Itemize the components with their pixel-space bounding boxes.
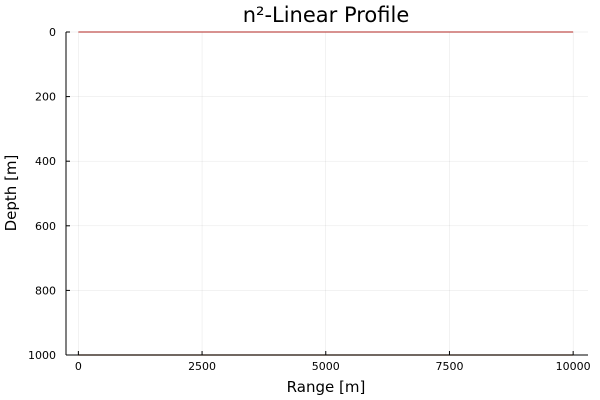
y-tick-label: 400 [35,155,56,168]
tick-layer: 0 2500 5000 7500 10000 0 200 400 600 800 1000 [28,26,591,373]
y-axis-label: Depth [m] [2,155,20,232]
y-tick-label: 0 [49,26,56,39]
y-tick-label: 800 [35,284,56,297]
axis-layer [65,32,588,356]
x-tick-label: 10000 [556,360,591,373]
y-tick-label: 200 [35,91,56,104]
x-tick-label: 0 [75,360,82,373]
y-tick-label: 1000 [28,349,56,362]
x-tick-label: 7500 [435,360,463,373]
chart-title: n²-Linear Profile [243,3,410,27]
x-tick-label: 5000 [312,360,340,373]
x-axis-label: Range [m] [287,378,366,396]
y-tick-label: 600 [35,220,56,233]
x-tick-label: 2500 [188,360,216,373]
